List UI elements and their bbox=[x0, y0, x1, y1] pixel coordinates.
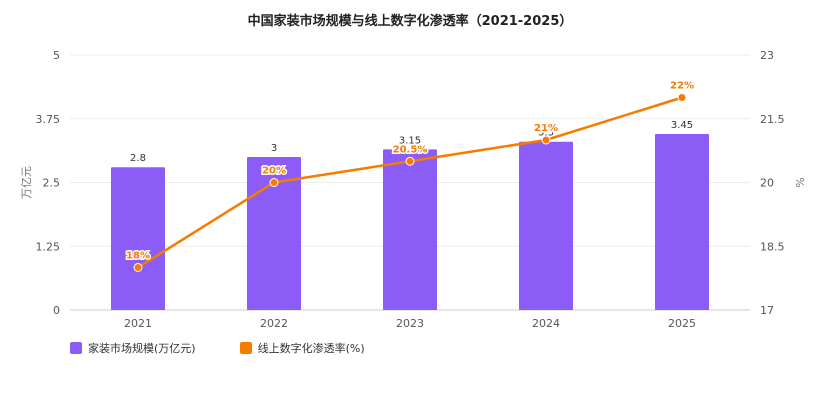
legend-swatch-penetration-rate bbox=[239, 342, 252, 354]
bar-data-label: 2.8 bbox=[130, 153, 146, 164]
bar-data-label: 3.45 bbox=[671, 120, 693, 131]
legend-label-market-size: 家装市场规模(万亿元) bbox=[88, 342, 196, 355]
legend-label-penetration-rate: 线上数字化渗透率(%) bbox=[257, 342, 365, 355]
y-left-tick-label: 2.5 bbox=[43, 177, 61, 190]
chart-title: 中国家装市场规模与线上数字化渗透率（2021-2025） bbox=[247, 14, 573, 29]
y-left-tick-label: 5 bbox=[53, 49, 60, 62]
line-point bbox=[541, 135, 551, 145]
line-data-label: 20.5% bbox=[393, 144, 428, 155]
y-left-axis-title: 万亿元 bbox=[20, 166, 33, 199]
bar bbox=[655, 134, 709, 310]
y-left-tick-label: 3.75 bbox=[36, 113, 61, 126]
chart-legend: 家装市场规模(万亿元) 线上数字化渗透率(%) bbox=[70, 340, 365, 356]
x-tick-label: 2021 bbox=[124, 317, 152, 330]
bar-data-label: 3.3 bbox=[538, 128, 554, 139]
y-right-tick-label: 20 bbox=[760, 177, 774, 190]
y-right-tick-label: 21.5 bbox=[760, 113, 785, 126]
legend-item-penetration-rate[interactable]: 线上数字化渗透率(%) bbox=[239, 340, 365, 356]
bar-data-label: 3 bbox=[271, 143, 277, 154]
bar bbox=[111, 167, 165, 310]
line-point bbox=[405, 156, 415, 166]
x-tick-label: 2022 bbox=[260, 317, 288, 330]
bar bbox=[383, 149, 437, 310]
line-data-label: 22% bbox=[670, 81, 694, 92]
bar bbox=[247, 157, 301, 310]
bar bbox=[519, 141, 573, 310]
legend-swatch-market-size bbox=[70, 342, 82, 354]
y-left-tick-label: 0 bbox=[53, 304, 60, 317]
legend-item-market-size[interactable]: 家装市场规模(万亿元) bbox=[70, 340, 196, 356]
bar-data-label: 3.15 bbox=[399, 135, 421, 146]
x-tick-label: 2025 bbox=[668, 317, 696, 330]
line-data-label: 18% bbox=[126, 251, 150, 262]
x-tick-label: 2024 bbox=[532, 317, 560, 330]
line-point bbox=[269, 178, 279, 187]
y-right-tick-label: 23 bbox=[760, 49, 774, 62]
line-point bbox=[133, 263, 143, 272]
line-point bbox=[677, 93, 687, 102]
y-right-tick-label: 17 bbox=[760, 304, 774, 317]
y-right-axis-title: % bbox=[793, 177, 806, 187]
line-data-label: 20% bbox=[262, 166, 286, 177]
y-right-tick-label: 18.5 bbox=[760, 240, 785, 253]
y-left-tick-label: 1.25 bbox=[36, 240, 61, 253]
x-tick-label: 2023 bbox=[396, 317, 424, 330]
line-data-label: 21% bbox=[534, 123, 558, 134]
